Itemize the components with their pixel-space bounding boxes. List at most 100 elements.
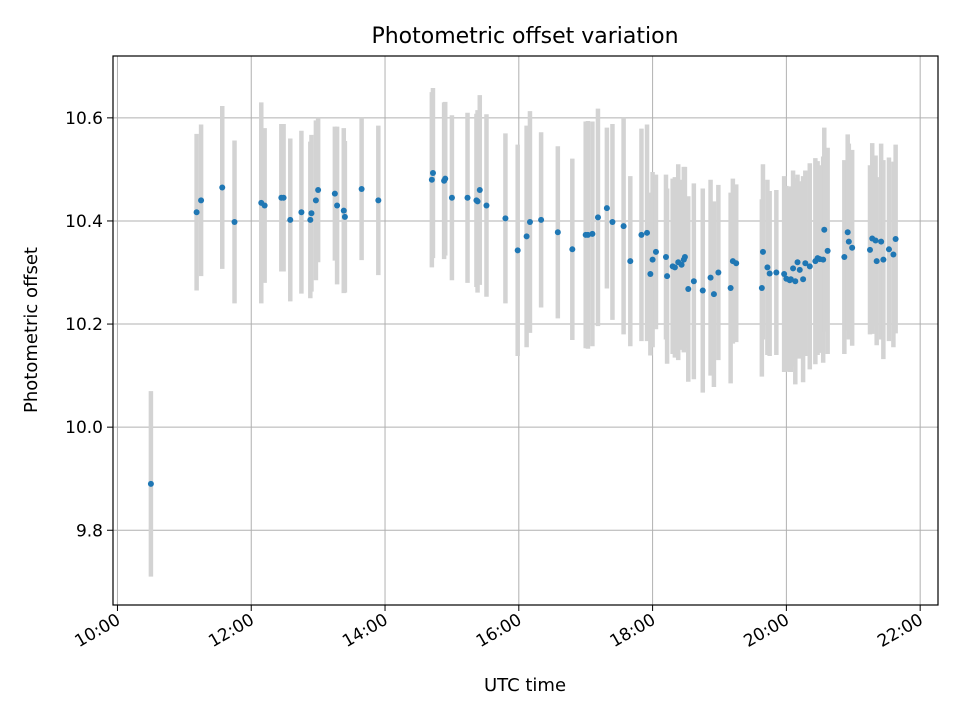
data-point (715, 269, 722, 276)
data-point (526, 218, 533, 225)
data-point (781, 271, 788, 278)
data-point (792, 278, 799, 285)
data-point (849, 244, 856, 251)
data-point (280, 194, 287, 201)
data-point (873, 258, 880, 265)
data-point (589, 230, 596, 237)
data-point (538, 216, 545, 223)
data-point (198, 197, 205, 204)
data-point (820, 256, 827, 263)
data-point (307, 216, 314, 223)
data-point (878, 238, 885, 245)
data-point (821, 226, 828, 233)
data-point (341, 213, 348, 220)
data-point (787, 276, 794, 283)
data-point (429, 170, 436, 177)
data-point (671, 264, 678, 271)
data-point (649, 256, 656, 263)
data-point (800, 276, 807, 283)
x-tick-label: 12:00 (205, 610, 257, 652)
data-point (710, 291, 717, 298)
x-tick-label: 22:00 (874, 610, 926, 652)
data-point (620, 223, 627, 230)
data-point (375, 197, 382, 204)
y-axis: 9.8 10.0 10.2 10.4 10.6 (65, 109, 113, 541)
data-point (890, 251, 897, 258)
data-point (603, 205, 610, 212)
y-tick-label: 10.2 (65, 315, 103, 335)
data-point (638, 231, 645, 238)
data-point (231, 218, 238, 225)
data-point (766, 270, 773, 277)
x-tick-label: 18:00 (607, 610, 659, 652)
data-point (844, 229, 851, 236)
data-point (428, 176, 435, 183)
data-point (652, 248, 659, 255)
y-tick-label: 9.8 (76, 521, 103, 541)
data-point (796, 266, 803, 273)
data-point (554, 229, 561, 236)
data-point (647, 271, 654, 278)
data-point (681, 254, 688, 261)
data-point (193, 209, 200, 216)
data-point (523, 233, 530, 240)
data-point (824, 247, 831, 254)
y-axis-label: Photometric offset (21, 247, 42, 413)
data-point (502, 215, 509, 222)
data-point (773, 269, 780, 276)
data-point (707, 274, 714, 281)
data-point (802, 260, 809, 267)
data-point (298, 209, 305, 216)
data-point (627, 258, 634, 265)
data-point (806, 263, 813, 270)
data-point (219, 184, 226, 191)
data-point (841, 254, 848, 261)
data-point (594, 214, 601, 221)
data-point (331, 190, 338, 197)
data-point (733, 260, 740, 267)
chart-title: Photometric offset variation (371, 24, 678, 49)
data-point (764, 264, 771, 271)
data-point (662, 254, 669, 261)
data-point (664, 273, 671, 280)
data-point (483, 202, 490, 209)
data-point (699, 287, 706, 294)
data-point (892, 236, 899, 242)
data-point (685, 286, 692, 293)
plot-frame (112, 55, 939, 606)
data-point (334, 202, 341, 209)
data-point (340, 207, 347, 214)
data-point (690, 278, 697, 285)
data-point (880, 256, 887, 263)
y-tick-label: 10.0 (65, 418, 103, 438)
data-point (474, 198, 481, 205)
data-point (261, 202, 268, 209)
data-point (308, 210, 315, 217)
x-axis: 10:00 12:00 14:00 16:00 18:00 20:00 22:00 (72, 605, 927, 652)
data-point (514, 247, 521, 254)
data-point (358, 185, 365, 192)
data-point (476, 187, 483, 194)
data-point (845, 238, 852, 245)
data-point (790, 265, 797, 272)
error-bars (148, 87, 898, 577)
data-point (759, 248, 766, 255)
data-point (794, 259, 801, 266)
data-point (312, 197, 319, 204)
y-tick-label: 10.6 (65, 109, 103, 129)
data-point (678, 261, 685, 268)
data-point (872, 237, 879, 244)
x-tick-label: 20:00 (740, 610, 792, 652)
data-point (464, 194, 471, 201)
x-axis-label: UTC time (484, 675, 566, 696)
x-tick-label: 10:00 (72, 610, 124, 652)
data-point (147, 480, 154, 487)
data-point (866, 246, 873, 253)
data-point (569, 246, 576, 253)
data-points (147, 170, 899, 487)
x-tick-label: 16:00 (473, 610, 525, 652)
data-point (442, 175, 449, 182)
data-point (644, 229, 651, 236)
data-point (448, 194, 455, 201)
